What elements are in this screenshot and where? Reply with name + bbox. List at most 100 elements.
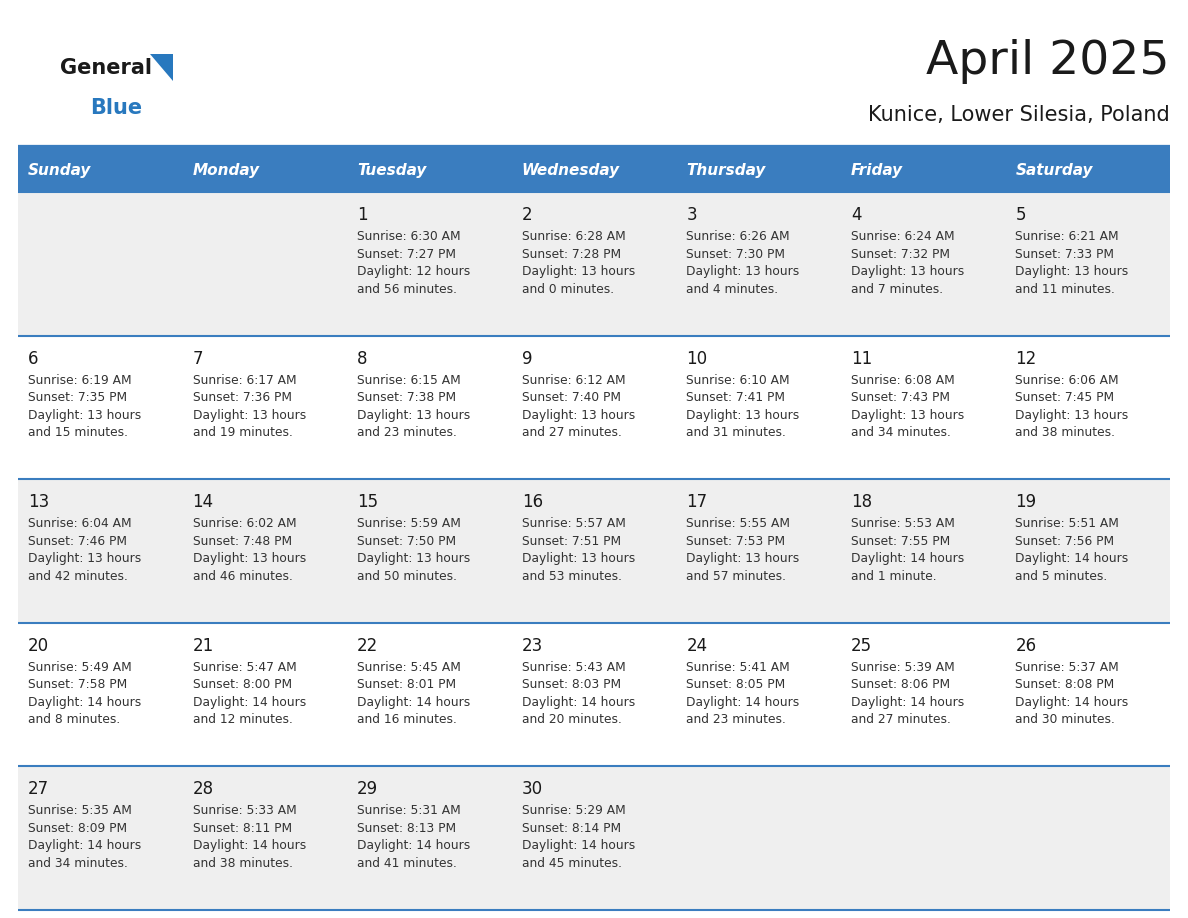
Text: Daylight: 14 hours: Daylight: 14 hours	[358, 839, 470, 853]
Text: and 8 minutes.: and 8 minutes.	[29, 713, 120, 726]
Text: 12: 12	[1016, 350, 1037, 367]
Text: and 19 minutes.: and 19 minutes.	[192, 426, 292, 439]
Text: Sunrise: 5:29 AM: Sunrise: 5:29 AM	[522, 804, 625, 817]
Text: 10: 10	[687, 350, 707, 367]
Text: Saturday: Saturday	[1016, 162, 1093, 177]
Text: and 41 minutes.: and 41 minutes.	[358, 856, 457, 870]
Text: Sunset: 8:03 PM: Sunset: 8:03 PM	[522, 678, 621, 691]
Text: Sunset: 8:11 PM: Sunset: 8:11 PM	[192, 822, 292, 834]
Text: Sunrise: 5:39 AM: Sunrise: 5:39 AM	[851, 661, 955, 674]
Text: 18: 18	[851, 493, 872, 511]
Text: Tuesday: Tuesday	[358, 162, 426, 177]
Text: Sunset: 8:13 PM: Sunset: 8:13 PM	[358, 822, 456, 834]
Text: and 0 minutes.: and 0 minutes.	[522, 283, 614, 296]
Text: Sunset: 7:27 PM: Sunset: 7:27 PM	[358, 248, 456, 261]
Text: Daylight: 13 hours: Daylight: 13 hours	[522, 265, 634, 278]
Text: and 11 minutes.: and 11 minutes.	[1016, 283, 1116, 296]
Text: Sunrise: 6:04 AM: Sunrise: 6:04 AM	[29, 517, 132, 531]
Bar	[18, 192, 1170, 336]
Text: Daylight: 13 hours: Daylight: 13 hours	[522, 409, 634, 421]
Bar	[18, 148, 1170, 192]
Text: Daylight: 14 hours: Daylight: 14 hours	[851, 696, 965, 709]
Text: Daylight: 14 hours: Daylight: 14 hours	[358, 696, 470, 709]
Text: Sunset: 7:55 PM: Sunset: 7:55 PM	[851, 534, 950, 548]
Text: and 4 minutes.: and 4 minutes.	[687, 283, 778, 296]
Text: and 1 minute.: and 1 minute.	[851, 570, 936, 583]
Text: and 50 minutes.: and 50 minutes.	[358, 570, 457, 583]
Text: Daylight: 14 hours: Daylight: 14 hours	[29, 839, 141, 853]
Text: 2: 2	[522, 206, 532, 224]
Text: Sunrise: 6:02 AM: Sunrise: 6:02 AM	[192, 517, 296, 531]
Text: and 42 minutes.: and 42 minutes.	[29, 570, 128, 583]
Text: Daylight: 13 hours: Daylight: 13 hours	[1016, 265, 1129, 278]
Text: Sunset: 8:09 PM: Sunset: 8:09 PM	[29, 822, 127, 834]
Text: 22: 22	[358, 637, 379, 655]
Text: 4: 4	[851, 206, 861, 224]
Text: 1: 1	[358, 206, 368, 224]
Text: Daylight: 13 hours: Daylight: 13 hours	[192, 553, 305, 565]
Text: 17: 17	[687, 493, 707, 511]
Text: Sunrise: 6:24 AM: Sunrise: 6:24 AM	[851, 230, 954, 243]
Text: Kunice, Lower Silesia, Poland: Kunice, Lower Silesia, Poland	[868, 105, 1170, 125]
Text: Daylight: 13 hours: Daylight: 13 hours	[1016, 409, 1129, 421]
Text: Sunset: 7:32 PM: Sunset: 7:32 PM	[851, 248, 950, 261]
Text: Daylight: 14 hours: Daylight: 14 hours	[192, 696, 305, 709]
Text: and 23 minutes.: and 23 minutes.	[687, 713, 786, 726]
Text: Sunrise: 6:28 AM: Sunrise: 6:28 AM	[522, 230, 625, 243]
Text: and 38 minutes.: and 38 minutes.	[192, 856, 292, 870]
Text: 23: 23	[522, 637, 543, 655]
Text: 8: 8	[358, 350, 367, 367]
Text: Sunset: 8:01 PM: Sunset: 8:01 PM	[358, 678, 456, 691]
Text: Daylight: 13 hours: Daylight: 13 hours	[851, 409, 965, 421]
Text: Daylight: 13 hours: Daylight: 13 hours	[687, 265, 800, 278]
Text: 19: 19	[1016, 493, 1037, 511]
Text: Sunset: 7:30 PM: Sunset: 7:30 PM	[687, 248, 785, 261]
Text: 27: 27	[29, 780, 49, 799]
Text: Wednesday: Wednesday	[522, 162, 620, 177]
Text: 3: 3	[687, 206, 697, 224]
Text: and 31 minutes.: and 31 minutes.	[687, 426, 786, 439]
Text: Sunset: 7:33 PM: Sunset: 7:33 PM	[1016, 248, 1114, 261]
Text: General: General	[61, 58, 152, 78]
Text: Sunrise: 6:30 AM: Sunrise: 6:30 AM	[358, 230, 461, 243]
Text: Sunrise: 6:17 AM: Sunrise: 6:17 AM	[192, 374, 296, 386]
Bar	[18, 479, 1170, 622]
Text: Sunrise: 6:26 AM: Sunrise: 6:26 AM	[687, 230, 790, 243]
Bar	[18, 336, 1170, 479]
Text: Daylight: 13 hours: Daylight: 13 hours	[192, 409, 305, 421]
Text: Sunset: 8:06 PM: Sunset: 8:06 PM	[851, 678, 950, 691]
Text: 28: 28	[192, 780, 214, 799]
Text: and 38 minutes.: and 38 minutes.	[1016, 426, 1116, 439]
Text: Daylight: 14 hours: Daylight: 14 hours	[522, 839, 634, 853]
Text: Sunrise: 5:43 AM: Sunrise: 5:43 AM	[522, 661, 625, 674]
Text: and 30 minutes.: and 30 minutes.	[1016, 713, 1116, 726]
Text: Sunday: Sunday	[29, 162, 91, 177]
Text: April 2025: April 2025	[927, 39, 1170, 84]
Text: Daylight: 13 hours: Daylight: 13 hours	[358, 553, 470, 565]
Text: Sunset: 8:14 PM: Sunset: 8:14 PM	[522, 822, 621, 834]
Text: Sunrise: 5:55 AM: Sunrise: 5:55 AM	[687, 517, 790, 531]
Text: Sunset: 7:53 PM: Sunset: 7:53 PM	[687, 534, 785, 548]
Text: 14: 14	[192, 493, 214, 511]
Text: Sunrise: 5:53 AM: Sunrise: 5:53 AM	[851, 517, 955, 531]
Text: Friday: Friday	[851, 162, 903, 177]
Text: Sunset: 7:45 PM: Sunset: 7:45 PM	[1016, 391, 1114, 404]
Text: Daylight: 13 hours: Daylight: 13 hours	[522, 553, 634, 565]
Text: Sunset: 7:46 PM: Sunset: 7:46 PM	[29, 534, 127, 548]
Text: Daylight: 13 hours: Daylight: 13 hours	[851, 265, 965, 278]
Text: Sunrise: 6:08 AM: Sunrise: 6:08 AM	[851, 374, 955, 386]
Text: Sunrise: 6:10 AM: Sunrise: 6:10 AM	[687, 374, 790, 386]
Text: Daylight: 14 hours: Daylight: 14 hours	[1016, 553, 1129, 565]
Text: Daylight: 13 hours: Daylight: 13 hours	[687, 553, 800, 565]
Text: 25: 25	[851, 637, 872, 655]
Text: Sunset: 7:58 PM: Sunset: 7:58 PM	[29, 678, 127, 691]
Text: Sunrise: 5:47 AM: Sunrise: 5:47 AM	[192, 661, 296, 674]
Text: Sunset: 7:36 PM: Sunset: 7:36 PM	[192, 391, 291, 404]
Text: 6: 6	[29, 350, 38, 367]
Text: Daylight: 13 hours: Daylight: 13 hours	[358, 409, 470, 421]
Text: 11: 11	[851, 350, 872, 367]
Text: and 23 minutes.: and 23 minutes.	[358, 426, 457, 439]
Text: Sunset: 8:05 PM: Sunset: 8:05 PM	[687, 678, 785, 691]
Text: and 15 minutes.: and 15 minutes.	[29, 426, 128, 439]
Text: 15: 15	[358, 493, 378, 511]
